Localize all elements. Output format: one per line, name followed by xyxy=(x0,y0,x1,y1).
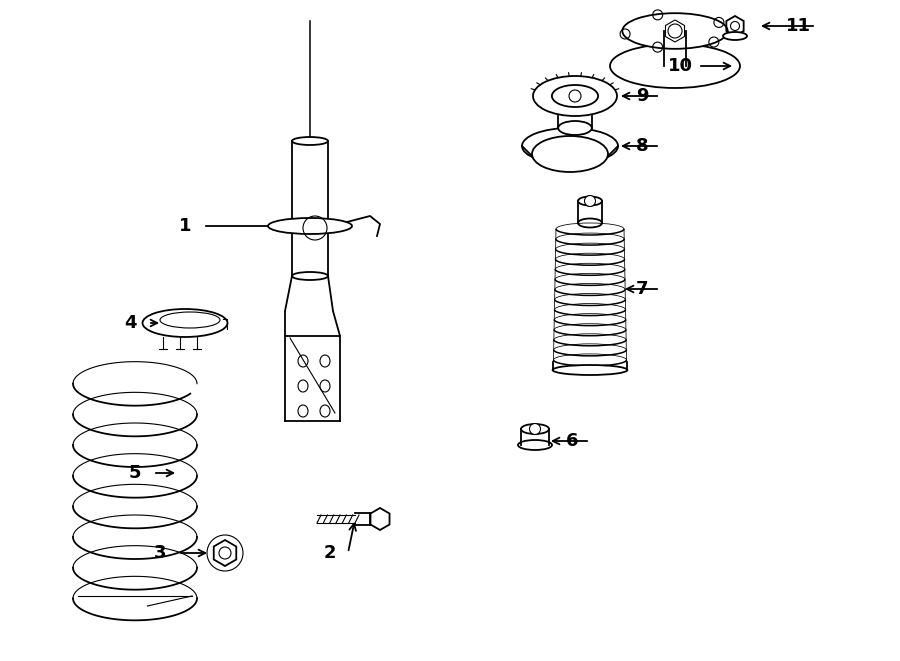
Ellipse shape xyxy=(521,424,549,434)
Ellipse shape xyxy=(518,440,552,450)
Text: 11: 11 xyxy=(786,17,811,35)
Ellipse shape xyxy=(723,32,747,40)
Ellipse shape xyxy=(292,272,328,280)
Text: 9: 9 xyxy=(635,87,648,105)
Ellipse shape xyxy=(532,136,608,172)
Ellipse shape xyxy=(522,128,618,164)
Text: 10: 10 xyxy=(668,57,692,75)
Text: 1: 1 xyxy=(179,217,191,235)
Ellipse shape xyxy=(622,13,727,49)
Text: 2: 2 xyxy=(324,544,337,562)
Text: 3: 3 xyxy=(154,544,166,562)
Text: 4: 4 xyxy=(124,314,136,332)
Ellipse shape xyxy=(268,218,352,234)
Ellipse shape xyxy=(553,365,627,375)
Circle shape xyxy=(529,424,541,434)
Ellipse shape xyxy=(578,196,602,206)
Ellipse shape xyxy=(558,121,592,135)
Ellipse shape xyxy=(610,44,740,88)
Text: 5: 5 xyxy=(129,464,141,482)
Ellipse shape xyxy=(533,76,617,116)
Text: 8: 8 xyxy=(635,137,648,155)
Text: 7: 7 xyxy=(635,280,648,298)
Ellipse shape xyxy=(552,85,599,107)
Ellipse shape xyxy=(292,137,328,145)
Circle shape xyxy=(584,196,596,206)
Ellipse shape xyxy=(578,219,602,227)
Text: 6: 6 xyxy=(566,432,578,450)
